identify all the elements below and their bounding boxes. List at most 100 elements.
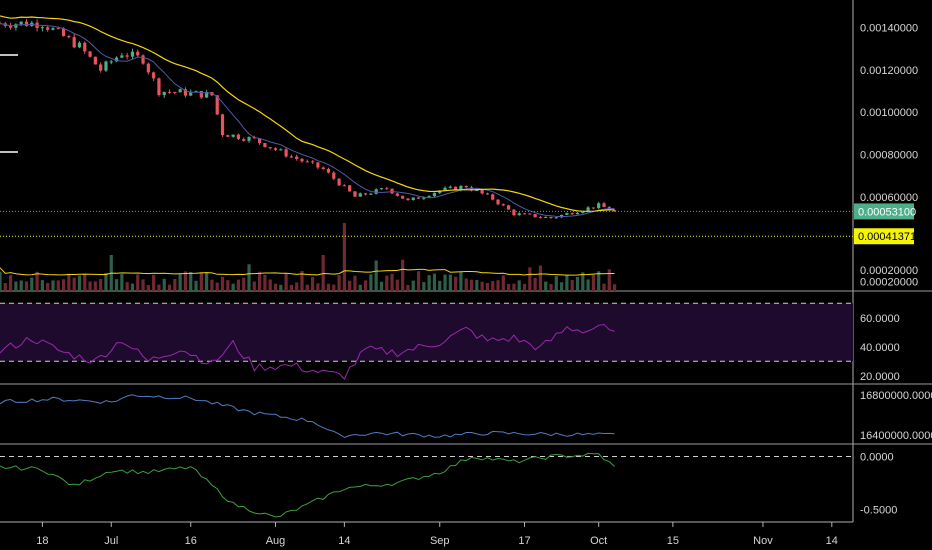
candle-body: [416, 197, 421, 199]
volume-bar: [210, 279, 214, 291]
candle-body: [141, 55, 145, 64]
volume-bar: [607, 269, 611, 291]
volume-bar: [374, 260, 378, 291]
time-tick-label: Jul: [104, 535, 118, 547]
price-tag-label: 0.00053100: [858, 206, 916, 218]
volume-bar: [438, 280, 442, 291]
volume-bar: [427, 275, 431, 291]
candle-body: [273, 148, 278, 150]
volume-bar: [83, 274, 87, 291]
price-tag[interactable]: [854, 203, 914, 220]
volume-bar: [46, 282, 50, 291]
candle-body: [602, 203, 606, 208]
volume-bar: [533, 277, 537, 291]
volume-bar: [401, 259, 405, 291]
candle-body: [40, 27, 44, 29]
volume-bar: [146, 284, 150, 291]
volume-bar: [252, 281, 256, 291]
volume-bar: [480, 281, 484, 291]
candle-body: [236, 134, 241, 140]
candle-body: [93, 56, 97, 65]
volume-bar: [205, 272, 209, 291]
candle-body: [348, 185, 352, 192]
candle-body: [459, 186, 463, 190]
volume-bar: [35, 271, 39, 291]
candle-body: [305, 161, 309, 163]
candle-body: [411, 197, 415, 201]
volume-bar: [220, 276, 225, 291]
volume-bar: [310, 277, 315, 291]
volume-bar: [183, 271, 188, 291]
y-axis-labels: 0.00140000 0.00120000 0.00100000 0.00080000…: [860, 23, 932, 517]
volume-bar: [363, 280, 368, 291]
candle-body: [104, 61, 108, 71]
candle-body: [560, 214, 564, 218]
candle-body: [67, 36, 71, 38]
volume-bar: [152, 274, 156, 291]
candle-body: [517, 213, 521, 216]
volume-bar: [485, 282, 490, 291]
volume-bar: [72, 277, 76, 291]
candle-body: [8, 25, 13, 28]
candle-body: [496, 199, 500, 205]
candle-body: [528, 213, 532, 215]
volume-bar: [114, 279, 119, 291]
time-axis[interactable]: 18 Jul 16 Aug 14 Sep 17 Oct 15 Nov 14: [36, 522, 838, 547]
candle-body: [544, 216, 548, 218]
candle-body: [427, 196, 431, 198]
volume-bar: [61, 279, 66, 291]
candle-body: [395, 193, 399, 196]
price-lines: [0, 210, 853, 237]
candle-body: [454, 186, 458, 190]
candle-body: [242, 139, 246, 141]
candle-body: [77, 42, 82, 48]
candle-body: [554, 217, 558, 219]
candle-body: [167, 91, 172, 93]
left-markers: [0, 54, 18, 153]
candle-body: [19, 21, 23, 25]
volume-bar: [242, 277, 246, 291]
volume-bar: [0, 271, 2, 291]
volume-bar: [586, 279, 590, 291]
volume-bar: [30, 277, 34, 291]
candle-body: [99, 64, 103, 71]
price-tags[interactable]: 0.00053100 0.00041371: [854, 203, 916, 245]
volume-bar: [454, 276, 458, 291]
candle-body: [448, 186, 452, 188]
volume-bar: [369, 274, 373, 291]
candle-body: [231, 134, 235, 137]
candle-body: [24, 21, 29, 27]
candle-body: [268, 147, 272, 149]
candle-body: [263, 142, 267, 148]
candle-body: [88, 51, 92, 57]
obv-line: [0, 394, 615, 439]
candle-body: [173, 92, 177, 94]
candle-body: [575, 212, 580, 215]
price-tick-label: 0.00060000: [860, 192, 918, 204]
volume-bar: [93, 281, 97, 291]
volume-bar: [295, 282, 299, 291]
candles: [0, 19, 617, 219]
volume-bar: [353, 275, 357, 291]
candle-body: [120, 55, 124, 58]
volume-bar: [173, 278, 177, 291]
volume-bar: [125, 282, 129, 291]
candle-body: [183, 89, 188, 96]
volume-bar: [51, 280, 55, 291]
candle-body: [300, 158, 304, 162]
price-tick-label: 0.00140000: [860, 23, 918, 35]
candle-body: [194, 90, 198, 92]
sma-short-line: [0, 22, 615, 218]
volume-bar: [538, 265, 543, 291]
price-tag[interactable]: [854, 228, 914, 245]
candle-body: [51, 28, 55, 30]
candle-body: [146, 63, 150, 73]
momentum-tick-label: -0.5000: [860, 504, 897, 516]
candle-body: [512, 209, 516, 216]
price-tick-label: 0.00120000: [860, 65, 918, 77]
volume-bar: [406, 284, 410, 291]
volume-bar: [496, 280, 500, 291]
volume-bar: [459, 271, 463, 291]
volume-bar: [528, 267, 532, 291]
volume-bar: [215, 282, 219, 291]
